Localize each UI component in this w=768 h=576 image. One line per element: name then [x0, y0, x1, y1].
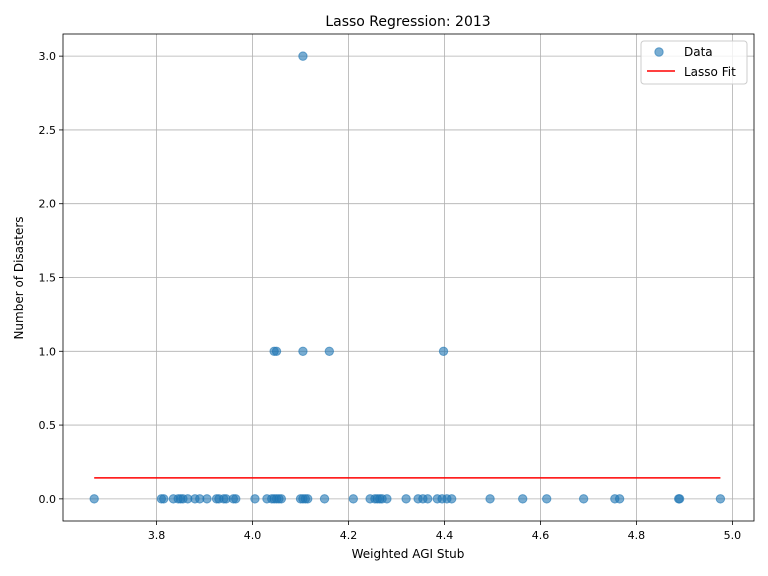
data-point — [348, 494, 359, 504]
x-tick-label: 5.0 — [724, 529, 742, 542]
legend-box — [640, 40, 748, 85]
x-tick-label: 4.6 — [532, 529, 550, 542]
data-point — [438, 346, 449, 356]
legend-entry-data: Data — [684, 45, 713, 59]
data-point — [401, 494, 411, 504]
data-point — [614, 494, 625, 504]
x-tick-label: 4.4 — [436, 529, 454, 542]
data-point — [485, 494, 495, 504]
y-tick-label: 2.0 — [39, 198, 57, 211]
data-point — [715, 494, 726, 504]
chart-title: Lasso Regression: 2013 — [325, 14, 490, 30]
data-point — [446, 494, 457, 504]
y-axis-label: Number of Disasters — [12, 216, 26, 339]
y-tick-label: 0.5 — [39, 419, 57, 432]
data-point — [298, 51, 308, 61]
data-point — [324, 346, 335, 356]
data-point — [250, 494, 260, 504]
x-axis-ticks: 3.8 4.0 4.2 4.4 4.6 4.8 5.0 — [148, 521, 741, 542]
x-tick-label: 4.0 — [244, 529, 262, 542]
y-axis-ticks: 0.0 0.5 1.0 1.5 2.0 2.5 3.0 — [39, 50, 63, 506]
legend: Data Lasso Fit — [640, 40, 748, 85]
legend-entry-lasso-fit: Lasso Fit — [684, 65, 736, 79]
data-point — [298, 346, 308, 356]
x-tick-label: 4.2 — [340, 529, 358, 542]
data-point — [382, 494, 392, 504]
data-point — [422, 494, 433, 504]
data-point — [303, 494, 313, 504]
y-tick-label: 2.5 — [39, 124, 57, 137]
data-point — [518, 494, 528, 504]
data-point — [578, 494, 589, 504]
x-tick-label: 3.8 — [148, 529, 166, 542]
legend-data-marker — [654, 47, 664, 57]
data-point — [271, 346, 282, 356]
data-point — [319, 494, 330, 504]
y-tick-label: 1.5 — [39, 272, 57, 285]
y-tick-label: 0.0 — [39, 493, 57, 506]
data-point — [159, 494, 169, 504]
data-point — [674, 494, 685, 504]
y-tick-label: 3.0 — [39, 50, 57, 63]
x-axis-label: Weighted AGI Stub — [352, 547, 465, 561]
grid — [63, 34, 754, 521]
data-point — [231, 494, 241, 504]
x-tick-label: 4.8 — [628, 529, 646, 542]
data-points — [89, 51, 726, 504]
data-point — [89, 494, 99, 504]
y-tick-label: 1.0 — [39, 345, 57, 358]
data-point — [542, 494, 552, 504]
data-point — [202, 494, 212, 504]
data-point — [276, 494, 287, 504]
